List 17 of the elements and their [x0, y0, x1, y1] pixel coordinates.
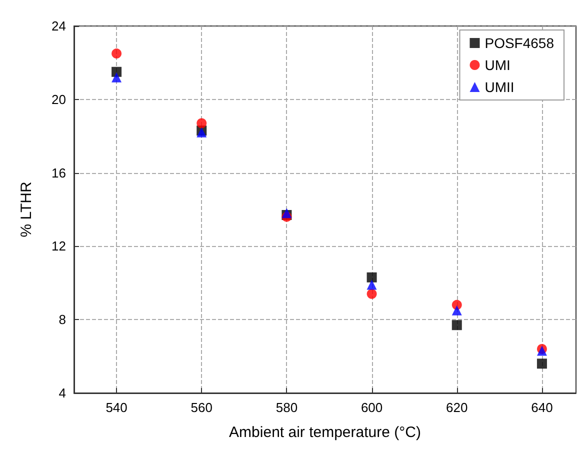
- x-axis-title: Ambient air temperature (°C): [229, 424, 421, 441]
- y-tick-label: 24: [52, 18, 66, 34]
- legend-label: POSF4658: [484, 35, 554, 51]
- x-tick-label: 560: [190, 400, 212, 415]
- y-tick-label: 4: [58, 386, 66, 400]
- x-tick-label: 620: [446, 400, 468, 415]
- legend-label: UMII: [484, 79, 514, 95]
- y-axis-title: % LTHR: [18, 182, 35, 238]
- legend-label: UMI: [484, 57, 510, 73]
- y-tick-label: 8: [58, 312, 66, 328]
- x-tick-label: 580: [276, 400, 298, 415]
- x-tick-label: 600: [360, 400, 383, 415]
- y-tick-label: 12: [52, 238, 66, 254]
- x-tick-label: 540: [106, 400, 128, 415]
- y-tick-label: 16: [52, 165, 66, 180]
- x-tick-label: 640: [531, 400, 553, 415]
- y-tick-label: 20: [52, 92, 66, 107]
